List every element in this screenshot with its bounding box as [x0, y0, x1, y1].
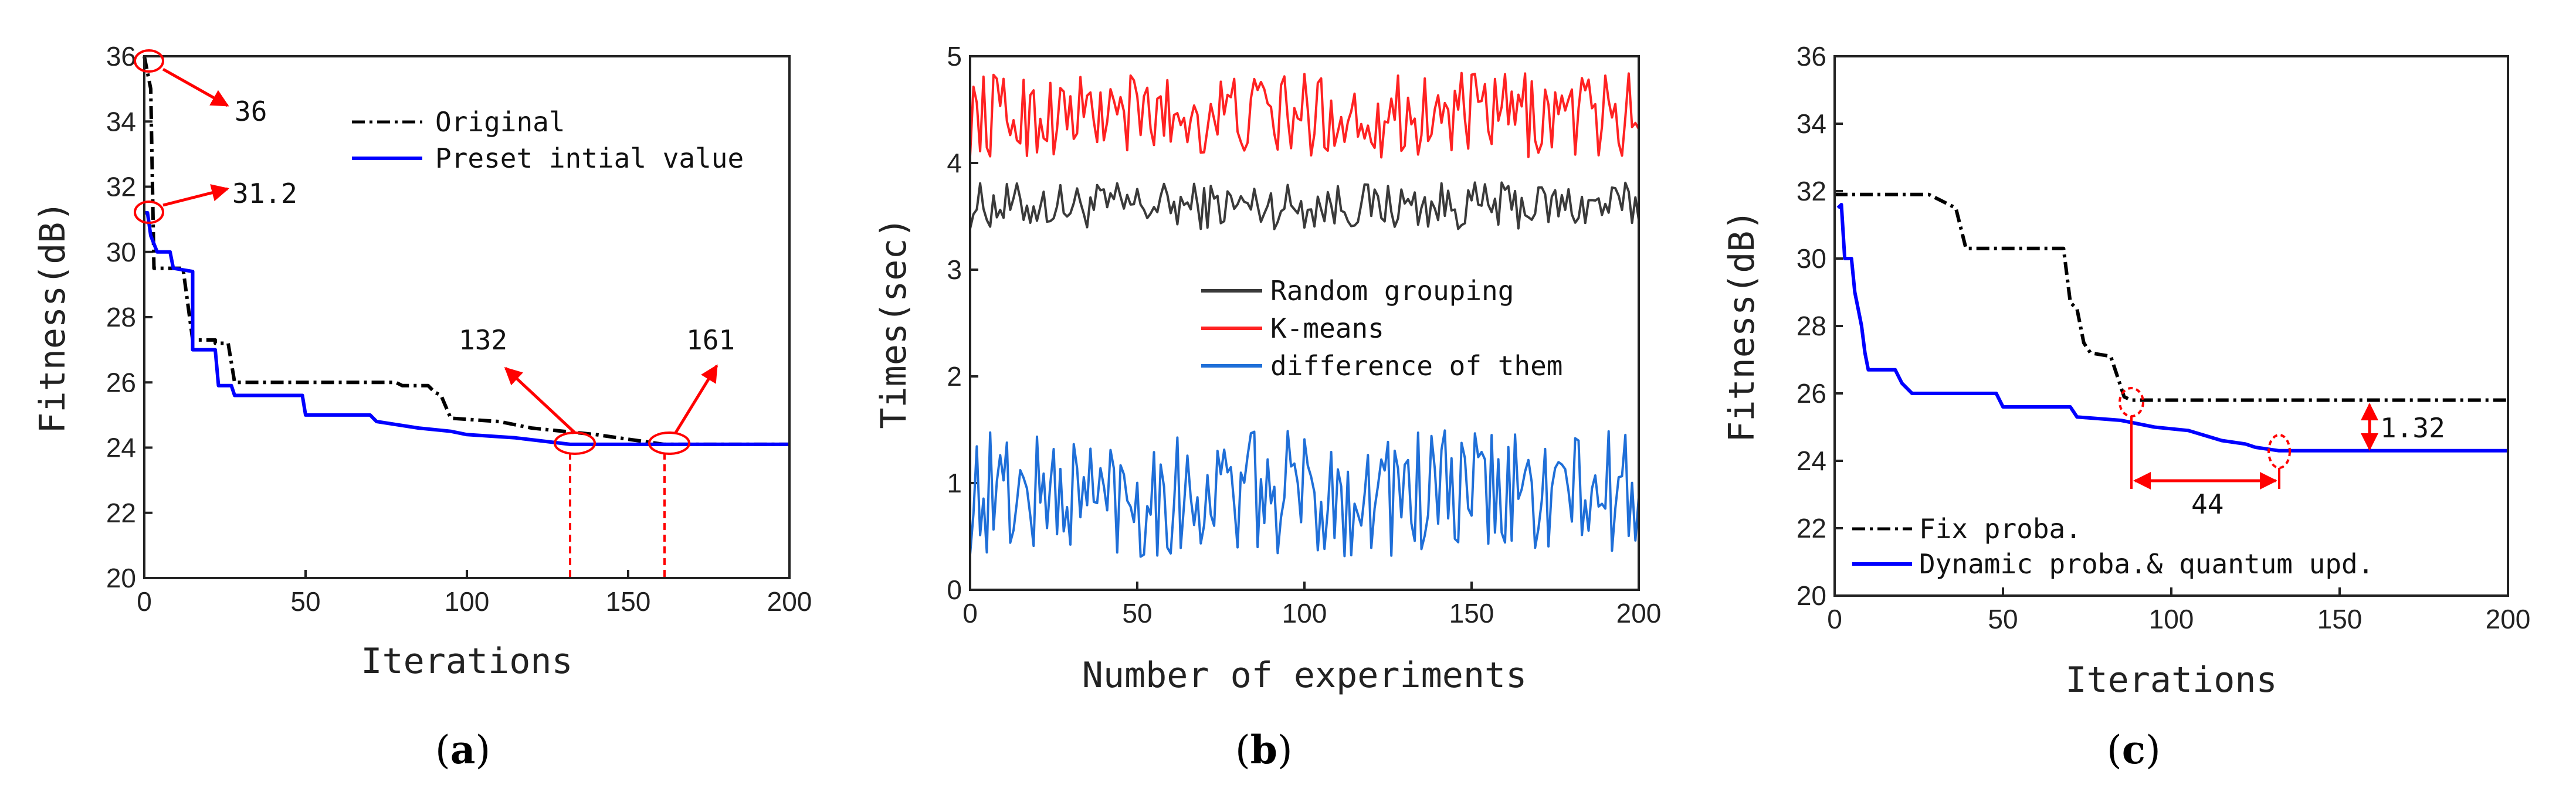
panel-c-highlight-ellipse-132: [2267, 434, 2291, 469]
panel-b-series-line-0: [969, 181, 1640, 230]
panel-b-ytick-label: 1: [947, 468, 962, 498]
panel-a-ytick-label: 30: [106, 237, 136, 267]
panel-c-xtick-label: 150: [2317, 604, 2363, 634]
panel-b-legend-label-random: Random grouping: [1270, 275, 1514, 307]
panel-b-ytick-label: 0: [947, 575, 962, 605]
panel-c-ytick-label: 32: [1797, 176, 1826, 206]
panel-a-legend: Original Preset intial value: [352, 106, 744, 174]
panel-a-plot-frame: [143, 55, 791, 579]
panel-b-xtick-label: 200: [1616, 598, 1662, 628]
panel-c-ytick-label: 30: [1797, 243, 1826, 274]
panel-c-plot-frame: [1833, 55, 2509, 597]
panel-b-xtick-label: 150: [1449, 598, 1494, 628]
panel-b-series: [969, 72, 1640, 558]
panel-a-annotation-132: 132: [459, 324, 507, 356]
panel-a-annotation-31-2: 31.2: [232, 178, 297, 209]
panel-b-legend: Random grouping K-means difference of th…: [1201, 275, 1563, 382]
panel-c-xtick-label: 0: [1827, 604, 1842, 634]
panel-c-tick-labels: 0 50 100 150 200 20 22 24 26 28 30 32 34 36: [1797, 41, 2531, 634]
panel-b-series-line-1: [969, 72, 1640, 159]
panel-c-y-axis-label: Fitness(dB): [1721, 209, 1762, 442]
panel-c-highlight-ellipse-88: [2119, 387, 2144, 417]
panel-c-caption-letter: c: [2122, 727, 2145, 773]
panel-c-ytick-label: 24: [1797, 446, 1826, 476]
panel-b-legend-label-difference: difference of them: [1270, 350, 1563, 382]
panel-a: 0 50 100 150 200 20 22 24 26 28 30 32 34 36 36 31.2 1…: [32, 41, 812, 773]
panel-b-ytick-label: 5: [947, 41, 962, 72]
panel-a-arrow-36: [162, 67, 229, 107]
panel-c-series: [1835, 192, 2508, 453]
panel-a-ytick-label: 22: [106, 498, 136, 528]
panel-a-highlight-ellipse-36: [134, 49, 164, 73]
panel-a-highlight-ellipse-161: [648, 431, 690, 455]
panel-c-x-axis-label: Iterations: [2065, 660, 2277, 701]
panel-a-ytick-label: 24: [106, 433, 136, 463]
panel-c-ytick-label: 20: [1797, 580, 1826, 611]
panel-b-caption-letter: b: [1250, 727, 1277, 773]
panel-a-xtick-label: 50: [290, 586, 320, 617]
panel-a-series-line-1: [144, 211, 789, 446]
panel-a-caption-letter: a: [450, 727, 476, 773]
panel-b-y-axis-label: Times(sec): [873, 217, 914, 429]
panel-c: 0 50 100 150 200 20 22 24 26 28 30 32 34 36 44 1.32 F…: [1721, 41, 2530, 773]
panel-a-ytick-label: 32: [106, 172, 136, 202]
panel-b-plot-frame: [969, 55, 1640, 591]
panel-b-ytick-label: 3: [947, 254, 962, 285]
panel-a-series-line-0: [143, 56, 789, 446]
panel-a-legend-label-preset: Preset intial value: [435, 142, 744, 174]
panel-c-annotation-44: 44: [2191, 488, 2224, 520]
panel-c-ytick-label: 22: [1797, 513, 1826, 543]
panel-c-legend-label-dynamic: Dynamic proba.& quantum upd.: [1919, 548, 2374, 580]
panel-a-xtick-label: 100: [445, 586, 490, 617]
panel-b-xtick-label: 0: [962, 598, 978, 628]
panel-a-highlight-ellipse-31: [134, 200, 164, 224]
panel-b: 0 50 100 150 200 0 1 2 3 4 5 Random grouping K-mea…: [873, 41, 1661, 773]
panel-a-xtick-label: 0: [137, 586, 152, 617]
panel-b-ytick-label: 4: [947, 148, 962, 178]
panel-a-x-axis-label: Iterations: [361, 641, 572, 682]
panel-a-y-axis-label: Fitness(dB): [32, 200, 73, 433]
panel-b-xtick-label: 50: [1122, 598, 1152, 628]
panel-b-series-line-2: [969, 429, 1640, 558]
panel-b-tick-labels: 0 50 100 150 200 0 1 2 3 4 5: [947, 41, 1661, 628]
panel-c-annotation-1-32: 1.32: [2380, 412, 2445, 444]
panel-a-ytick-label: 26: [106, 367, 136, 397]
panel-a-annotation-161: 161: [686, 324, 735, 356]
panel-c-series-line-0: [1835, 192, 2508, 402]
panel-a-ytick-label: 28: [106, 302, 136, 332]
panel-a-series: [143, 56, 789, 446]
panel-c-xtick-label: 200: [2486, 604, 2531, 634]
panel-a-annotation-36: 36: [235, 96, 267, 127]
panel-a-legend-label-original: Original: [435, 106, 565, 138]
panel-a-arrow-31: [162, 184, 229, 207]
panel-a-ytick-label: 34: [106, 106, 136, 137]
panel-b-ytick-label: 2: [947, 361, 962, 392]
panel-c-caption: (c): [2107, 727, 2161, 773]
panel-c-ytick-label: 34: [1797, 108, 1826, 139]
panel-c-ytick-label: 36: [1797, 41, 1826, 72]
panel-b-xtick-label: 100: [1282, 598, 1327, 628]
panel-a-xtick-label: 150: [606, 586, 651, 617]
panel-c-series-line-1: [1836, 203, 2508, 453]
panel-b-legend-label-kmeans: K-means: [1270, 312, 1384, 344]
panel-a-caption: (a): [435, 727, 490, 773]
panel-c-legend-label-fix: Fix proba.: [1919, 513, 2082, 545]
panel-a-ytick-label: 36: [106, 41, 136, 72]
panel-c-ytick-label: 26: [1797, 378, 1826, 409]
panel-a-tick-labels: 0 50 100 150 200 20 22 24 26 28 30 32 34 36: [106, 41, 812, 617]
panel-a-ytick-label: 20: [106, 563, 136, 593]
panel-b-x-axis-label: Number of experiments: [1082, 655, 1527, 696]
panel-c-xtick-label: 100: [2149, 604, 2194, 634]
panel-c-ytick-label: 28: [1797, 311, 1826, 341]
panel-a-xtick-label: 200: [767, 586, 812, 617]
panel-b-caption: (b): [1235, 727, 1293, 773]
panel-c-legend: Fix proba. Dynamic proba.& quantum upd.: [1852, 513, 2374, 580]
panel-c-xtick-label: 50: [1988, 604, 2018, 634]
panel-a-arrow-161: [674, 364, 718, 434]
panel-a-arrow-132: [504, 366, 576, 434]
